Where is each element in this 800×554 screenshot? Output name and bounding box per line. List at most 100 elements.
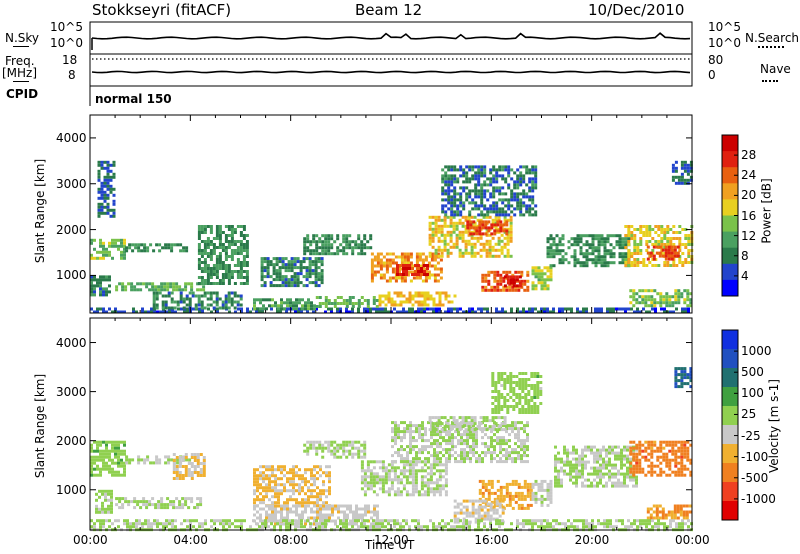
- data-cell: [321, 249, 325, 253]
- data-cell: [453, 177, 457, 181]
- data-cell: [453, 180, 457, 184]
- data-cell: [177, 307, 180, 311]
- data-cell: [528, 310, 531, 314]
- data-cell: [579, 310, 582, 314]
- data-cell: [233, 282, 237, 285]
- data-cell: [536, 390, 540, 393]
- data-cell: [660, 228, 664, 231]
- data-cell: [526, 506, 530, 510]
- data-cell: [600, 240, 604, 244]
- data-cell: [511, 424, 514, 428]
- data-cell: [546, 307, 549, 311]
- data-cell: [597, 234, 601, 238]
- data-cell: [197, 261, 201, 264]
- data-cell: [118, 506, 122, 510]
- data-cell: [630, 261, 634, 264]
- data-cell: [501, 165, 505, 169]
- data-cell: [433, 433, 436, 437]
- data-cell: [290, 263, 294, 267]
- data-cell: [366, 299, 370, 302]
- data-cell: [455, 224, 459, 228]
- data-cell: [403, 457, 406, 461]
- data-cell: [105, 446, 108, 450]
- data-cell: [319, 510, 322, 514]
- data-cell: [391, 427, 394, 431]
- data-cell: [621, 252, 625, 256]
- data-cell: [361, 516, 364, 520]
- data-cell: [438, 303, 442, 307]
- data-cell: [262, 307, 265, 311]
- data-cell: [530, 396, 534, 399]
- data-cell: [524, 411, 528, 414]
- data-cell: [402, 270, 405, 273]
- data-cell: [445, 433, 448, 437]
- data-cell: [648, 231, 652, 234]
- data-cell: [277, 501, 280, 505]
- data-cell: [393, 490, 397, 494]
- data-cell: [381, 478, 385, 482]
- data-cell: [391, 261, 395, 265]
- data-cell: [651, 307, 654, 311]
- data-cell: [511, 457, 514, 461]
- data-cell: [289, 477, 292, 481]
- data-cell: [111, 238, 114, 242]
- data-cell: [515, 284, 519, 288]
- data-cell: [656, 292, 660, 296]
- data-cell: [167, 294, 171, 298]
- data-cell: [127, 503, 131, 507]
- data-cell: [420, 481, 424, 485]
- data-cell: [345, 307, 348, 311]
- data-cell: [342, 440, 346, 444]
- data-region: [481, 270, 530, 292]
- data-cell: [245, 252, 249, 255]
- data-cell: [575, 457, 578, 461]
- data-cell: [125, 458, 129, 462]
- data-cell: [478, 497, 482, 501]
- data-cell: [108, 307, 111, 311]
- data-cell: [271, 468, 274, 472]
- data-cell: [221, 303, 225, 307]
- data-cell: [490, 226, 494, 230]
- data-cell: [576, 261, 580, 265]
- data-cell: [489, 192, 493, 196]
- data-cell: [457, 460, 460, 464]
- data-cell: [502, 497, 506, 501]
- data-cell: [423, 294, 427, 298]
- data-cell: [271, 519, 274, 523]
- data-cell: [376, 504, 379, 508]
- data-cell: [408, 294, 412, 298]
- data-cell: [292, 477, 295, 481]
- data-cell: [253, 513, 256, 517]
- data-cell: [363, 481, 367, 485]
- data-cell: [120, 310, 123, 314]
- data-cell: [458, 248, 462, 252]
- data-cell: [465, 508, 469, 512]
- data-cell: [271, 510, 274, 514]
- data-cell: [557, 460, 560, 464]
- data-cell: [224, 306, 228, 310]
- data-cell: [524, 408, 528, 411]
- data-cell: [373, 504, 376, 508]
- data-cell: [133, 285, 137, 289]
- data-cell: [503, 422, 507, 426]
- data-cell: [507, 198, 511, 202]
- data-cell: [409, 460, 412, 464]
- data-cell: [438, 469, 442, 473]
- data-cell: [400, 279, 404, 283]
- data-cell: [414, 270, 417, 273]
- data-cell: [304, 519, 307, 523]
- data-cell: [184, 465, 188, 468]
- data-cell: [266, 257, 270, 261]
- data-cell: [520, 442, 523, 446]
- data-cell: [182, 249, 186, 253]
- data-cell: [460, 457, 463, 461]
- data-cell: [666, 264, 670, 267]
- data-cell: [322, 516, 325, 520]
- data-cell: [446, 251, 450, 255]
- data-cell: [102, 244, 105, 248]
- data-cell: [444, 469, 448, 473]
- data-cell: [514, 479, 518, 483]
- data-cell: [630, 225, 634, 228]
- data-cell: [102, 440, 105, 444]
- data-cell: [633, 252, 637, 255]
